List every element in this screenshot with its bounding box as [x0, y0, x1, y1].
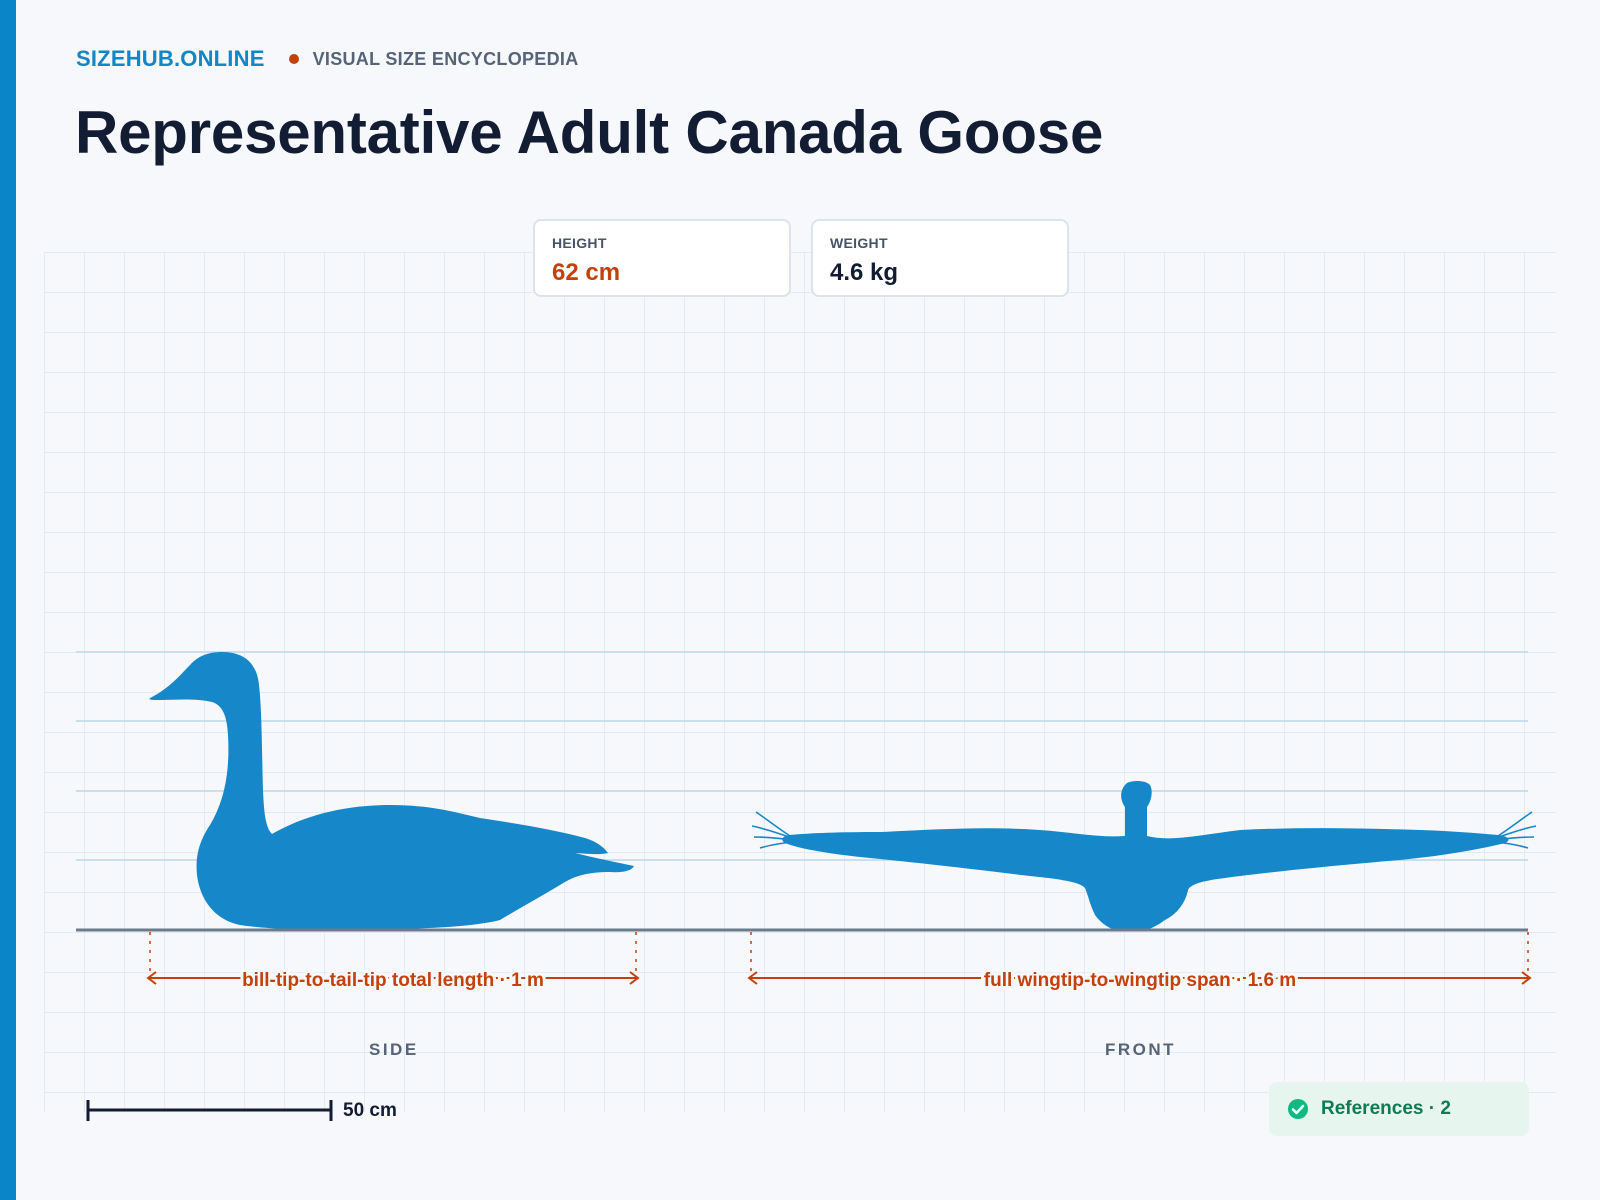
height-stat-value: 62 cm: [552, 259, 621, 286]
side-view-label: SIDE: [369, 1040, 419, 1059]
span-measurement-label: full wingtip-to-wingtip span · 1.6 m: [984, 970, 1296, 991]
page-title: Representative Adult Canada Goose: [75, 99, 1104, 166]
references-button[interactable]: References · 2: [1269, 1082, 1529, 1136]
front-view-label: FRONT: [1105, 1040, 1177, 1059]
background-grid: [44, 252, 1556, 1112]
check-circle-icon: [1288, 1099, 1308, 1119]
scale-bar-label: 50 cm: [343, 1100, 397, 1121]
site-brand-link[interactable]: SIZEHUB.ONLINE: [76, 46, 265, 71]
weight-stat-label: WEIGHT: [830, 235, 888, 251]
scale-bar: [86, 1100, 333, 1121]
site-header: SIZEHUB.ONLINE VISUAL SIZE ENCYCLOPEDIA: [76, 46, 579, 72]
goose-front-silhouette: [751, 780, 1537, 931]
height-stat-card: HEIGHT 62 cm: [533, 219, 791, 297]
weight-stat-value: 4.6 kg: [830, 259, 899, 286]
length-measurement-label: bill-tip-to-tail-tip total length · 1 m: [242, 970, 544, 991]
site-tagline: VISUAL SIZE ENCYCLOPEDIA: [312, 48, 579, 69]
references-label: References · 2: [1321, 1098, 1451, 1119]
goose-side-silhouette: [149, 652, 634, 930]
separator-dot: [288, 54, 299, 64]
length-measurement-arrow: [146, 971, 640, 985]
extent-guides: [149, 932, 1529, 976]
left-accent-bar: [0, 0, 16, 1200]
span-measurement-arrow: [747, 971, 1532, 985]
weight-stat-card: WEIGHT 4.6 kg: [811, 219, 1069, 297]
height-stat-label: HEIGHT: [552, 235, 607, 251]
